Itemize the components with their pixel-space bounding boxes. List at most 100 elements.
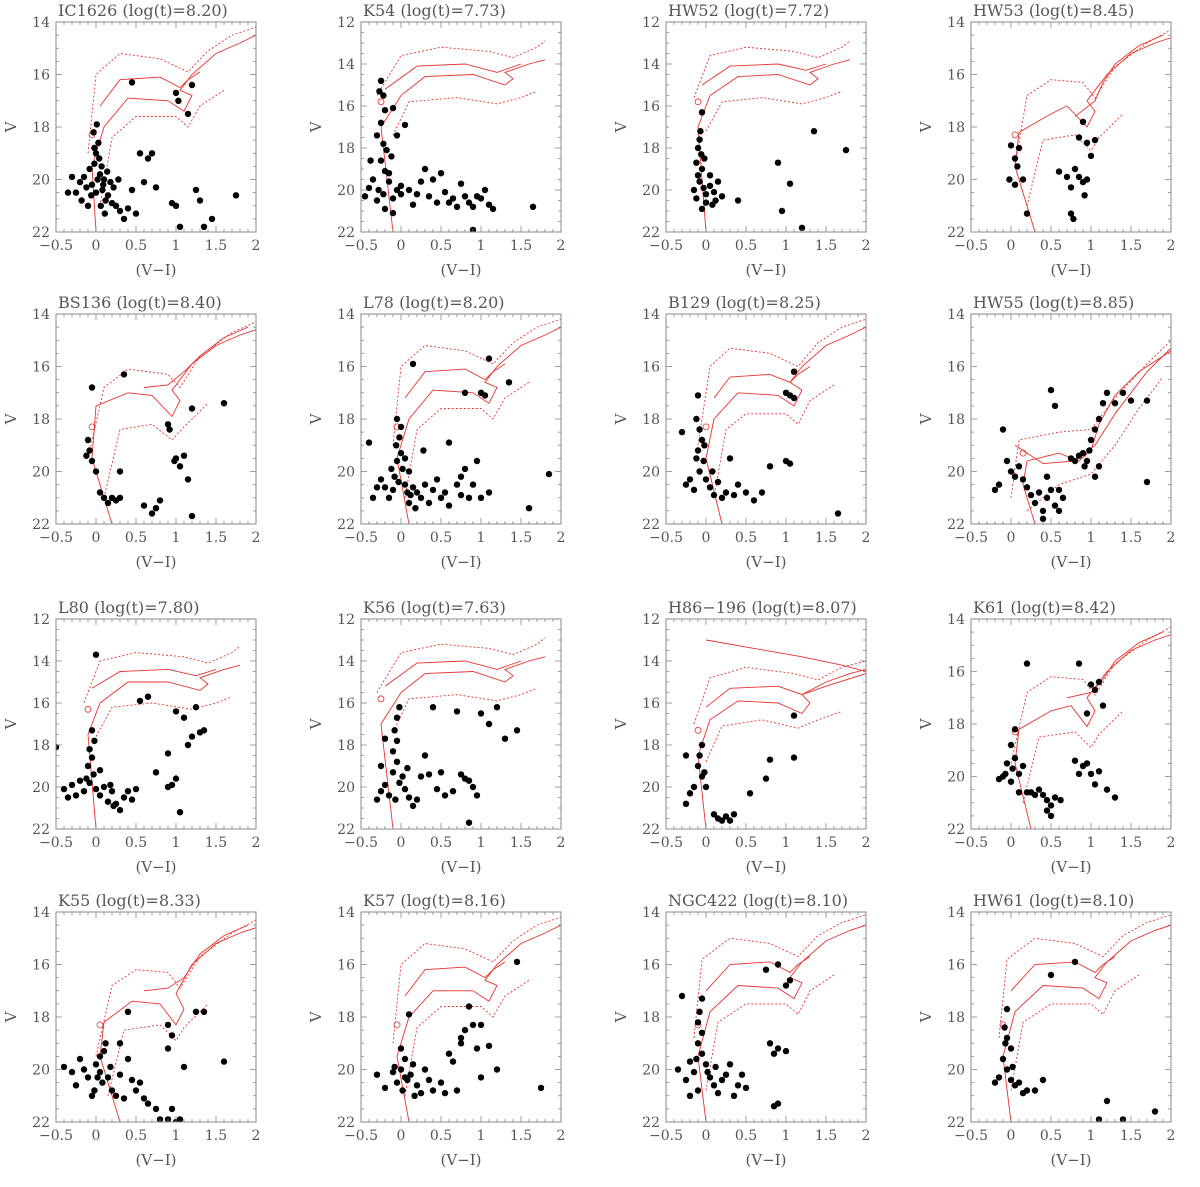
star-point [1007,468,1015,475]
star-point [718,494,726,501]
x-tick-label: 1.5 [815,835,837,851]
star-point [104,168,111,175]
star-point [693,1055,700,1063]
star-point [120,215,128,223]
star-point [389,1068,397,1076]
plot-frame [55,911,257,1123]
star-point [192,1008,200,1015]
star-point [1063,173,1071,181]
star-point [377,157,385,164]
star-point [698,741,706,749]
star-point [485,720,493,728]
star-point [766,463,774,470]
star-point [144,1100,152,1107]
star-point [778,207,786,215]
star-point [1011,181,1019,188]
isochrone-line [384,63,522,90]
star-point [391,727,398,734]
star-point [746,790,754,797]
star-point [686,1058,694,1065]
star-point [100,181,107,188]
star-point [86,746,93,753]
star-point [413,191,421,198]
x-tick-label: 1.5 [1120,530,1142,546]
x-tick-label: 1 [477,1128,486,1144]
star-point [1047,802,1055,809]
star-point [457,491,465,499]
star-point [425,771,433,778]
star-point [457,771,465,778]
star-point [770,1050,778,1057]
y-axis-label: V [2,1010,20,1023]
isochrone-line [99,89,225,206]
panel-title: BS136 (log(t)=8.40) [58,293,222,312]
star-point [1079,118,1087,126]
star-point [1035,489,1043,496]
star-point [393,758,401,765]
star-point [700,184,707,192]
turnoff-marker [84,705,92,713]
star-point [742,489,750,496]
turnoff-marker [694,726,702,734]
y-tick-label: 22 [337,1115,355,1131]
y-tick-label: 14 [947,307,965,323]
isochrone-line [1022,710,1124,803]
star-point [493,704,501,711]
star-point [128,79,136,86]
y-axis-label: V [917,412,935,425]
star-point [1083,176,1091,183]
isochrone-line [705,956,811,992]
star-point [702,1061,710,1068]
y-tick-label: 16 [337,958,355,974]
star-point [453,203,461,210]
star-point [995,481,1003,488]
star-point [188,512,196,520]
star-point [449,195,457,202]
y-tick-label: 20 [337,780,355,796]
star-point [690,186,698,194]
star-point [762,966,770,973]
turnoff-marker [88,423,96,431]
x-axis-label: (V−I) [1050,858,1091,876]
star-point [1075,660,1083,667]
star-point [698,109,706,116]
star-point [369,494,377,501]
star-point [112,202,120,209]
x-tick-label: −0.5 [954,238,988,254]
star-point [385,792,393,799]
star-point [76,178,84,186]
isochrone-line [693,914,866,1039]
x-tick-label: 0 [397,1128,406,1144]
y-tick-label: 20 [337,183,355,199]
star-point [94,176,101,183]
star-point [405,468,413,475]
star-point [694,144,702,152]
star-point [706,182,714,189]
star-point [91,737,98,744]
isochrone-line [392,687,538,733]
x-tick-label: −0.5 [649,238,683,254]
star-point [774,159,782,166]
y-tick-label: 14 [337,654,355,670]
star-point [834,510,842,517]
x-tick-label: 1.5 [510,1128,532,1144]
x-tick-label: 0.5 [125,835,147,851]
star-point [704,1068,711,1076]
x-tick-label: −0.5 [649,530,683,546]
y-tick-label: 14 [947,15,965,31]
star-point [84,762,92,770]
isochrone-line [1010,339,1171,498]
x-tick-label: 2 [1167,1128,1176,1144]
cmd-plot: NGC422 (log(t)=8.10) −0.5 0 0.5 1 1.5 2 14 16 18 2… [612,891,870,1169]
star-point [469,481,477,488]
x-tick-label: −0.5 [649,835,683,851]
y-axis-label: V [612,412,630,425]
star-point [790,368,798,375]
star-point [104,192,112,199]
star-point [381,484,389,491]
y-tick-label: 14 [642,654,660,670]
isochrone-line [95,919,256,1057]
star-point [413,489,421,496]
star-point [401,1055,409,1063]
